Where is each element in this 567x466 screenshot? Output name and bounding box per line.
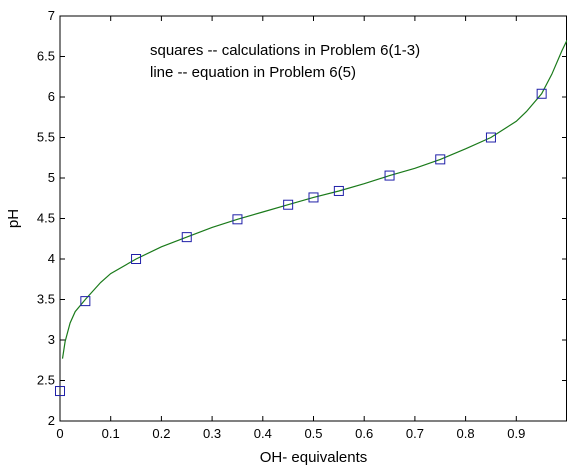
y-tick-label: 7 [48, 8, 55, 23]
x-tick-label: 0.3 [203, 426, 221, 441]
data-point-square [181, 232, 192, 243]
data-point-square [384, 170, 395, 181]
y-axis-label: pH [5, 209, 22, 228]
y-tick-label: 6 [48, 89, 55, 104]
x-tick-label: 0.7 [406, 426, 424, 441]
x-axis-label: OH- equivalents [260, 449, 368, 466]
data-point-square [232, 214, 243, 225]
y-tick-label: 6.5 [37, 49, 55, 64]
y-tick-label: 5.5 [37, 130, 55, 145]
x-tick-label: 0.1 [102, 426, 120, 441]
data-point-square [131, 254, 142, 264]
y-tick-label: 5 [48, 170, 55, 185]
series-layer [55, 40, 567, 397]
x-tick-label: 0.5 [304, 426, 322, 441]
data-point-square [485, 132, 496, 143]
y-tick-label: 2 [48, 413, 55, 428]
x-tick-label: 0.6 [355, 426, 373, 441]
series-line [61, 40, 567, 359]
y-tick-label: 2.5 [37, 373, 55, 388]
x-tick-label: 0.2 [152, 426, 170, 441]
data-point-square [308, 192, 319, 203]
annotation-squares: squares -- calculations in Problem 6(1-3… [150, 42, 420, 59]
x-tick-label: 0.8 [457, 426, 475, 441]
y-tick-label: 3.5 [37, 292, 55, 307]
x-tick-label: 0 [56, 426, 63, 441]
data-point-square [536, 88, 547, 99]
x-axis-ticks: 0 0.1 0.2 0.3 0.4 0.5 0.6 0.7 0.8 0.9 [56, 16, 525, 441]
y-tick-label: 4.5 [37, 211, 55, 226]
x-tick-label: 0.4 [254, 426, 272, 441]
y-tick-label: 4 [48, 251, 55, 266]
y-axis-ticks: 2 2.5 3 3.5 4 4.5 5 5.5 6 6.5 7 [37, 8, 567, 428]
data-point-square [283, 199, 294, 210]
data-point-square [333, 185, 344, 196]
y-tick-label: 3 [48, 332, 55, 347]
data-point-square [435, 154, 446, 165]
data-point-square [55, 386, 65, 397]
annotation-line: line -- equation in Problem 6(5) [150, 64, 356, 81]
x-tick-label: 0.9 [507, 426, 525, 441]
data-point-square [80, 296, 91, 307]
